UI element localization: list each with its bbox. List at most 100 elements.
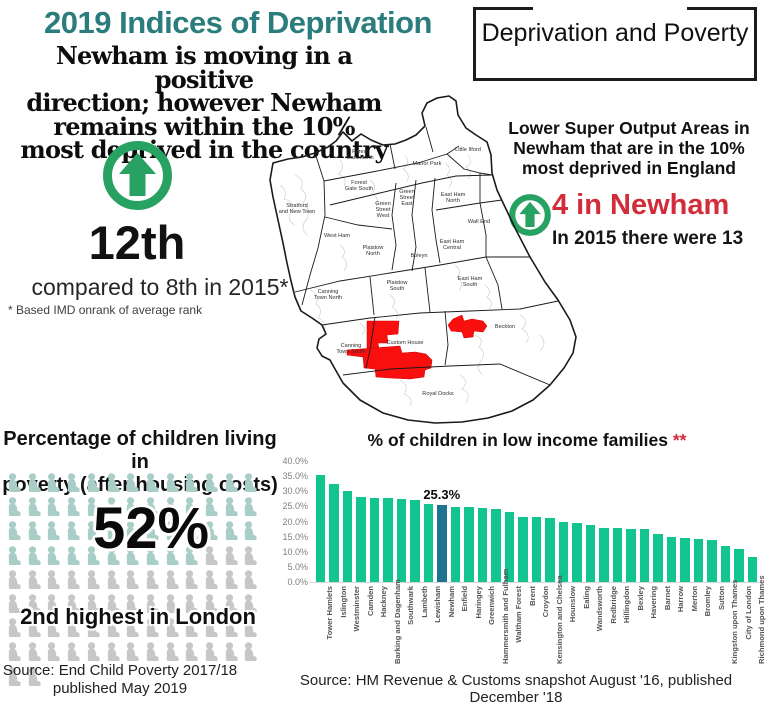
ward-label: Little Ilford [455,147,481,153]
topic-box: Deprivation and Poverty [473,6,757,81]
bar [518,516,528,582]
newham-ward-map: Forest Gate North Manor Park Little Ilford F… [269,95,577,424]
text-line: direction; however Newham [26,88,382,117]
ward-labels: Forest Gate North Manor Park Little Ilford F… [279,147,515,397]
ward-label: Forest Gate South [345,180,373,192]
child-icon-filled [45,473,60,497]
x-tick-label: City of London [743,586,753,640]
lsoa-heading: Lower Super Output Areas in Newham that a… [497,118,761,178]
child-icon-empty [105,594,120,618]
child-icon-empty [242,594,257,618]
child-icon-empty [124,570,139,594]
y-tick-label: 30.0% [282,486,308,497]
x-tick-label: Enfield [460,586,470,612]
x-tick-label: Richmond upon Thames [757,575,767,664]
x-tick-label: Haringey [473,586,483,619]
child-icon-empty [45,594,60,618]
child-icon-filled [144,521,159,545]
income-chart-source: Source: HM Revenue & Customs snapshot Au… [299,672,733,706]
ward-label: Forest Gate North [346,149,373,161]
child-icon-filled [105,521,120,545]
child-icon-empty [6,594,21,618]
child-icon-empty [6,666,21,691]
income-chart-title-text: % of children in low income families [367,430,668,450]
ward-label: Green Street West [375,201,391,219]
x-axis-line [310,582,762,583]
ward-label: Royal Docks [422,391,454,397]
child-icon-empty [242,545,257,570]
x-tick-label: Waltham Forest [514,586,524,643]
child-icon-empty [6,642,21,666]
y-tick-label: 0.0% [287,577,308,587]
text-line: Percentage of children living in [3,428,277,473]
child-icon-filled [223,473,238,497]
child-icon-empty [203,642,218,666]
child-icon-empty [242,570,257,594]
child-icon-filled [65,473,80,497]
topic-box-label: Deprivation and Poverty [481,19,749,47]
x-tick-label: Havering [649,586,659,619]
child-icon-empty [183,642,198,666]
child-icon-filled [45,497,60,521]
bar [329,483,339,582]
bar [707,540,717,582]
child-icon-empty [45,618,60,642]
x-tick-label: Sutton [716,586,726,611]
child-icon-filled [164,545,179,570]
child-icon-filled [26,473,41,497]
x-tick-label: Wandsworth [595,586,605,632]
child-icon-empty [26,618,41,642]
bar [720,546,730,582]
child-icon-filled [26,545,41,570]
child-icon-empty [144,618,159,642]
x-tick-label: Bromley [703,586,713,617]
ward-label: Plaistow North [363,245,385,257]
child-icon-empty [26,594,41,618]
bar [666,536,676,582]
child-icon-filled [242,497,257,521]
bar [396,499,406,582]
bar [653,533,663,582]
page-title: 2019 Indices of Deprivation [44,5,432,40]
bar [491,509,501,582]
up-arrow-circle-icon [100,138,175,218]
bar [612,528,622,582]
bar [410,499,420,582]
ward-label: Canning Town South [336,343,365,355]
ward-label: Canning Town North [314,289,342,301]
child-icon-empty [203,594,218,618]
child-icon-filled [164,497,179,521]
bar [572,522,582,582]
child-icon-filled [183,545,198,570]
child-icon-empty [124,594,139,618]
ward-label: Wall End [468,219,490,225]
child-icon-filled [124,545,139,570]
child-icon-filled [105,497,120,521]
child-icon-empty [6,570,21,594]
child-poverty-note: 2nd highest in London [20,604,256,629]
ward-label: West Ham [324,233,350,239]
child-icon-empty [203,570,218,594]
bar [626,529,636,582]
child-icon-filled [242,473,257,497]
x-tick-label: Bexley [635,586,645,611]
text-line: Newham that are in the 10% [513,138,745,158]
child-icon-filled [144,497,159,521]
bar [477,507,487,582]
child-icon-filled [183,473,198,497]
x-tick-label: Brent [527,586,537,606]
child-icon-empty [85,594,100,618]
child-icon-empty [124,642,139,666]
lsoa-sub-boundaries [279,154,545,407]
bar [693,538,703,582]
child-icon-empty [164,618,179,642]
bar [450,506,460,582]
bar-newham [437,505,447,582]
lsoa-count-label: 4 in Newham [552,189,730,221]
bar [639,529,649,582]
headline-statement: Newham is moving in a positive direction;… [8,44,400,162]
bar [342,490,352,582]
x-tick-label: Hillingdon [622,586,632,624]
ward-boundaries [294,126,559,386]
y-tick-label: 40.0% [282,456,308,466]
